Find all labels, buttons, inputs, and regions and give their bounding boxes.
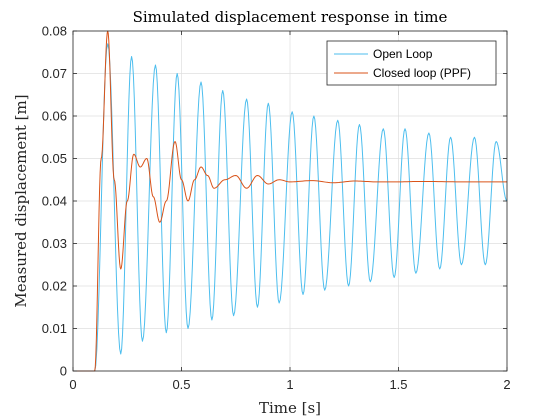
y-tick-label: 0 (60, 364, 67, 379)
y-tick-label: 0.04 (42, 194, 67, 209)
series-line-closed-loop (73, 30, 507, 372)
x-tick-label: 2 (503, 377, 510, 392)
x-tick-label: 1 (286, 377, 293, 392)
series-line-open-loop (73, 43, 508, 372)
x-tick-label: 0 (69, 377, 76, 392)
y-tick-label: 0.07 (42, 66, 67, 81)
y-tick-label: 0.06 (42, 109, 67, 124)
legend-label-closed-loop: Closed loop (PPF) (373, 66, 471, 80)
ticks: 0 0.5 1 1.5 2 0 0.01 0.02 0.03 0.04 0.05 0.06 0.07 0.… (42, 24, 511, 393)
x-axis-label: Time [s] (259, 399, 321, 417)
y-axis-label: Measured displacement [m] (12, 94, 30, 307)
legend: Open Loop Closed loop (PPF) (326, 40, 497, 86)
legend-box (326, 40, 497, 86)
y-tick-label: 0.03 (42, 236, 67, 251)
legend-label-open-loop: Open Loop (373, 47, 433, 61)
y-tick-label: 0.02 (42, 279, 67, 294)
y-tick-label: 0.01 (42, 321, 67, 336)
y-tick-label: 0.08 (42, 24, 67, 39)
x-tick-label: 0.5 (172, 377, 190, 392)
x-tick-label: 1.5 (389, 377, 407, 392)
chart-title: Simulated displacement response in time (133, 8, 448, 26)
y-tick-label: 0.05 (42, 151, 67, 166)
series-layer (73, 30, 508, 372)
